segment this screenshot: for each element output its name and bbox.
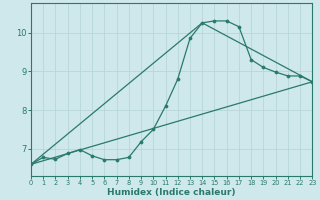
X-axis label: Humidex (Indice chaleur): Humidex (Indice chaleur) — [108, 188, 236, 197]
